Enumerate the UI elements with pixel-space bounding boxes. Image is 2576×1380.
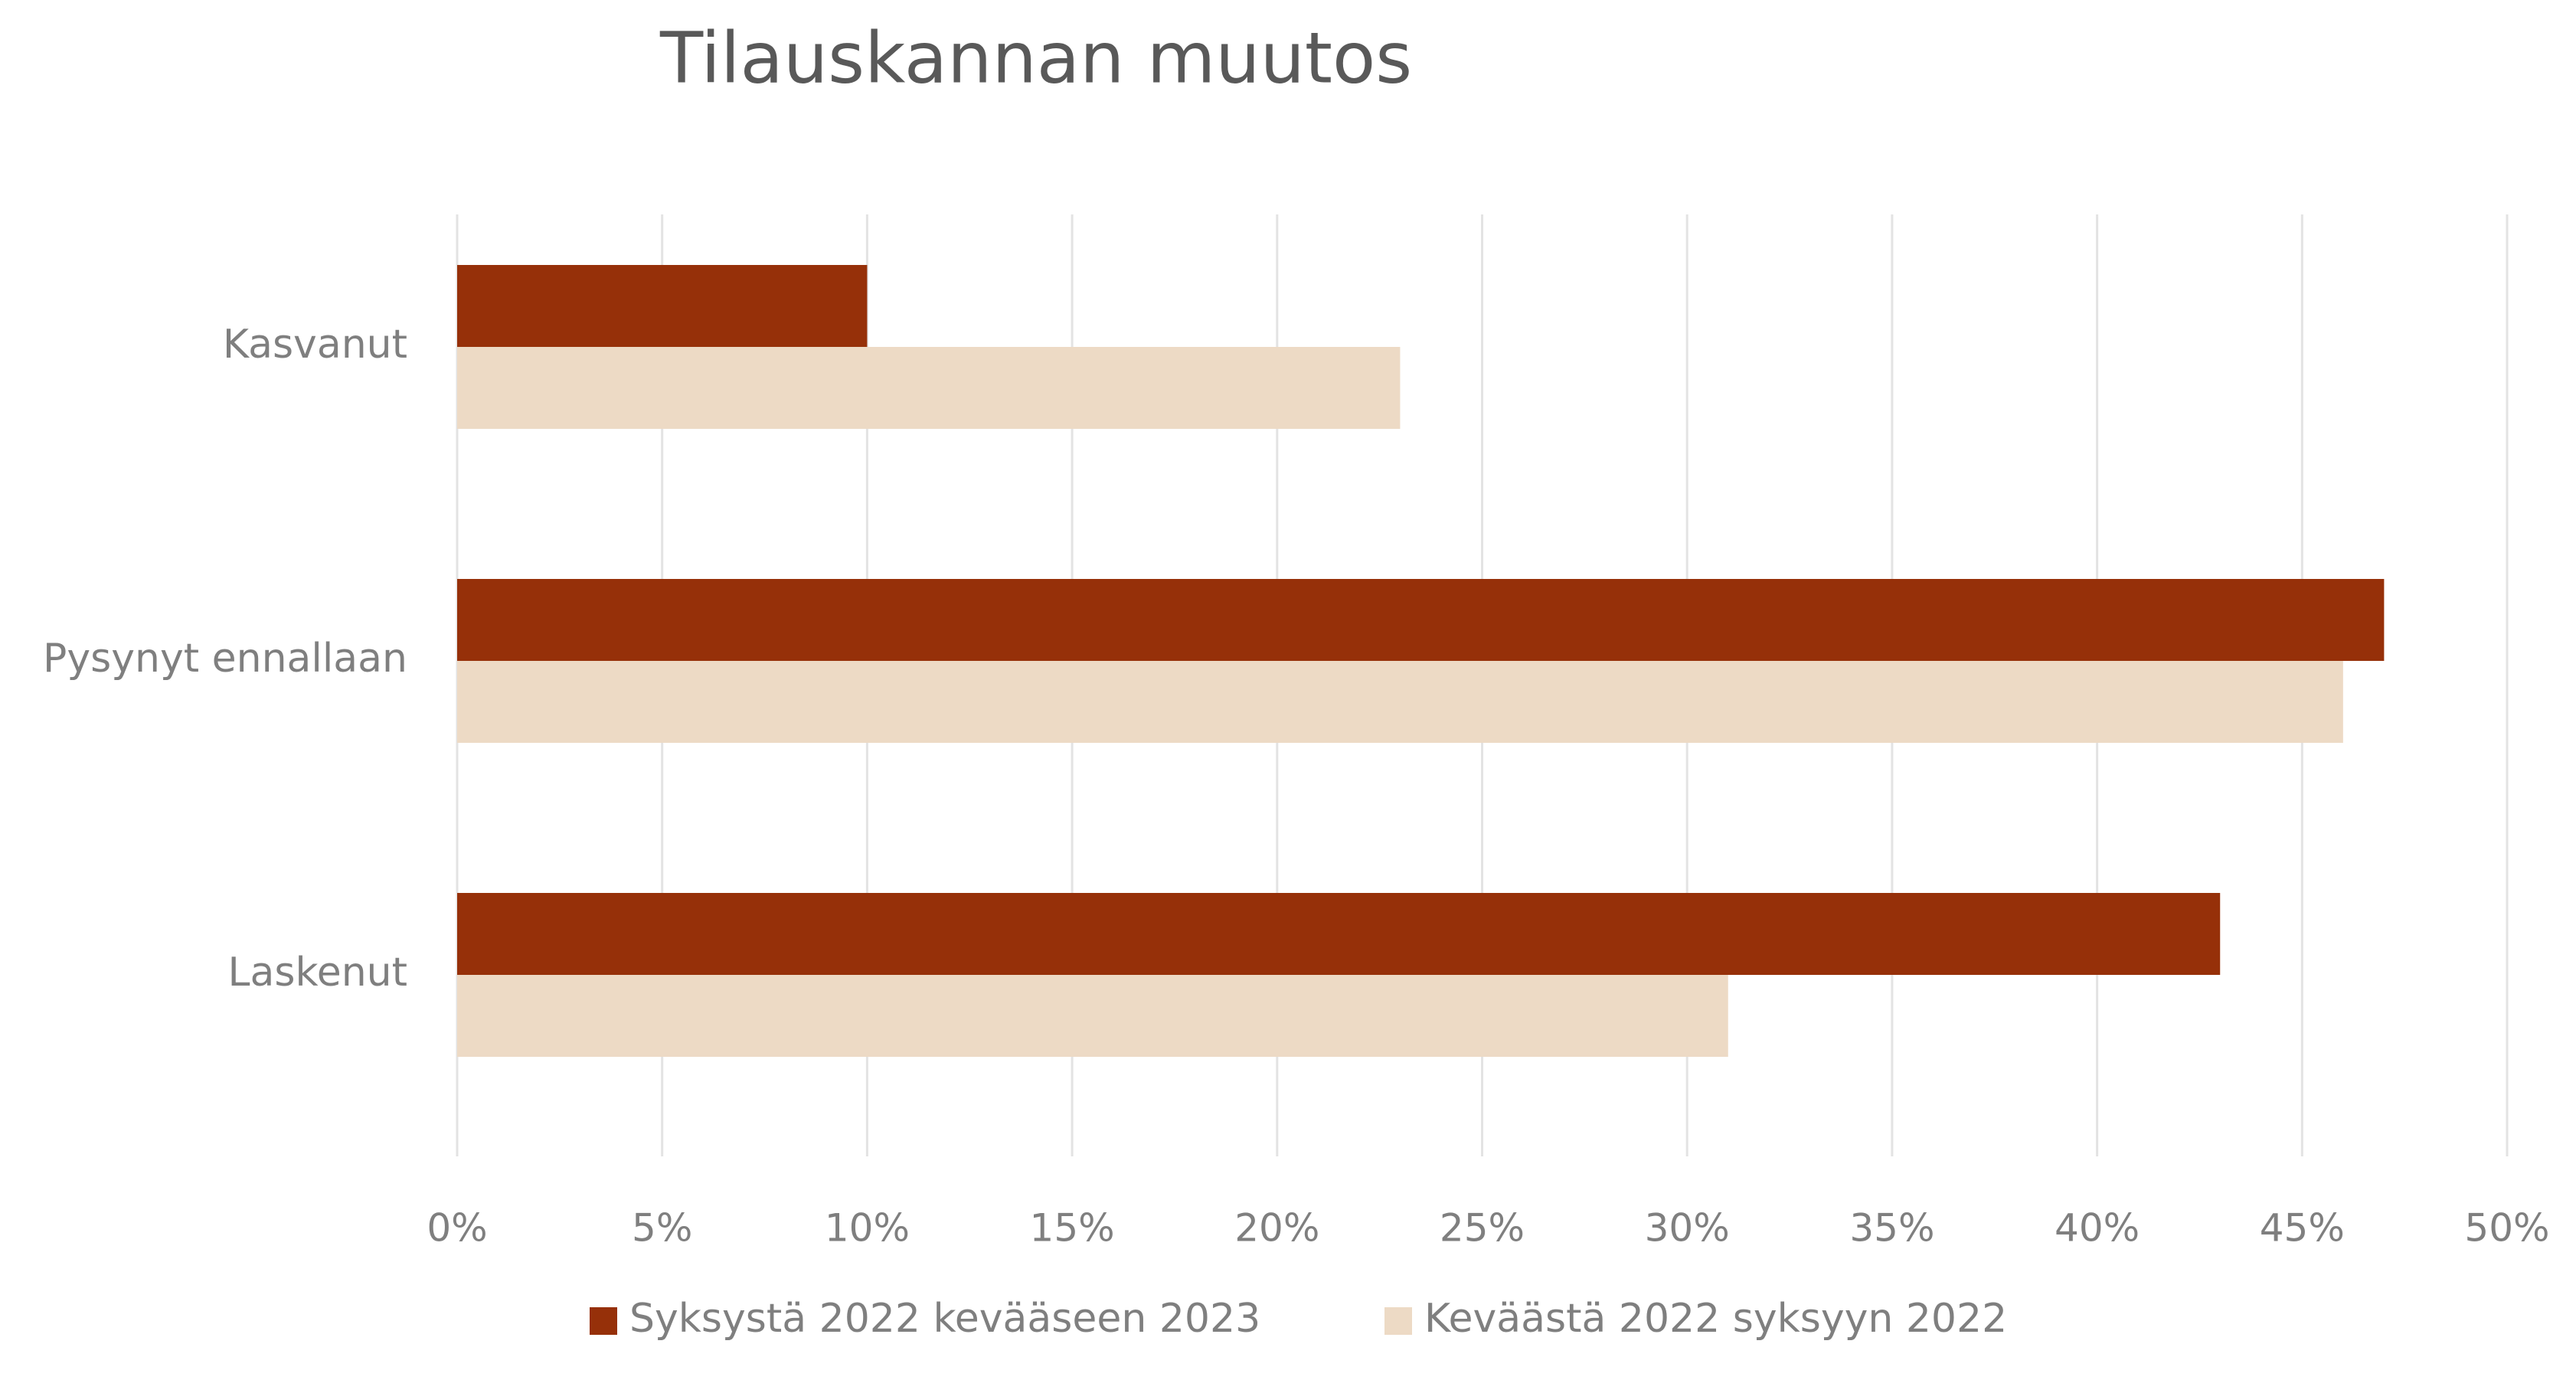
legend-label: Keväästä 2022 syksyyn 2022 [1424,1296,2007,1342]
bar [457,975,1728,1057]
legend-swatch [1384,1307,1412,1335]
y-tick-label: Pysynyt ennallaan [43,636,407,682]
bar [457,893,2221,975]
x-tick-label: 25% [1440,1206,1525,1251]
legend-label: Syksystä 2022 kevääseen 2023 [629,1296,1260,1342]
x-tick-label: 30% [1645,1206,1730,1251]
x-tick-label: 45% [2260,1206,2345,1251]
x-tick-label: 15% [1030,1206,1115,1251]
bar [457,347,1401,429]
x-tick-label: 35% [1849,1206,1934,1251]
bar [457,579,2385,661]
y-tick-label: Kasvanut [223,322,407,368]
x-tick-label: 20% [1234,1206,1319,1251]
x-tick-label: 50% [2464,1206,2549,1251]
bar [457,661,2343,743]
chart-title: Tilauskannan muutos [659,17,1412,99]
x-tick-label: 0% [427,1206,487,1251]
legend-swatch [590,1307,617,1335]
y-tick-label: Laskenut [228,950,407,996]
x-tick-label: 40% [2055,1206,2140,1251]
x-tick-label: 5% [632,1206,692,1251]
x-tick-label: 10% [825,1206,910,1251]
bar [457,265,868,347]
